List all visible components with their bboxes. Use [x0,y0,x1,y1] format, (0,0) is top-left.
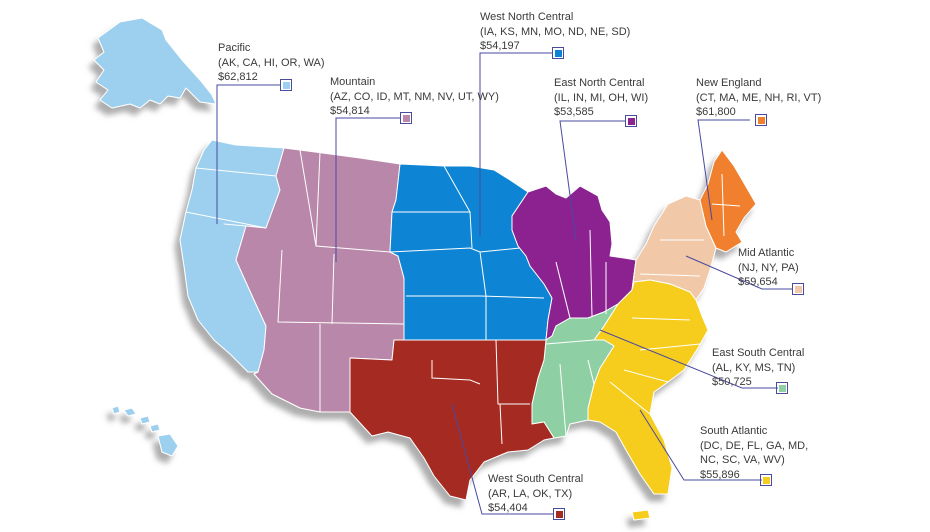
swatch-west-south-central [553,508,565,520]
swatch-pacific [280,79,292,91]
region-states: (AZ, CO, ID, MT, NM, NV, UT, WY) [330,90,499,103]
region-value: $62,812 [218,71,258,83]
region-states: (CT, MA, ME, NH, RI, VT) [696,91,822,104]
label-new-england: New England (CT, MA, ME, NH, RI, VT) $61… [696,76,821,120]
label-east-south-central: East South Central (AL, KY, MS, TN) $50,… [712,346,804,390]
region-value: $55,896 [700,468,740,481]
region-west-south-central [349,339,555,501]
region-value: $54,197 [480,40,520,52]
region-value: $59,654 [738,276,778,288]
region-name: West North Central [480,11,574,23]
region-value: $53,585 [554,106,594,118]
region-value: $61,800 [696,106,736,118]
region-states: (NJ, NY, PA) [738,261,799,274]
region-value: $54,404 [488,502,528,514]
region-name: Mountain [330,76,376,88]
label-west-south-central: West South Central (AR, LA, OK, TX) $54,… [488,472,583,516]
swatch-south-atlantic [760,474,772,486]
region-states: (IA, KS, MN, MO, ND, NE, SD) [480,25,631,38]
region-states: (IL, IN, MI, OH, WI) [554,91,649,104]
region-name: East South Central [712,347,805,359]
swatch-east-south-central [776,382,788,394]
label-south-atlantic: South Atlantic (DC, DE, FL, GA, MD, NC, … [700,424,808,482]
region-new-england [699,149,757,253]
region-states: (AR, LA, OK, TX) [488,487,573,500]
state-borders [185,149,741,445]
region-name: East North Central [554,77,645,89]
region-name: South Atlantic [700,425,768,437]
region-states-line2: NC, SC, VA, WV) [700,454,785,466]
swatch-west-north-central [552,47,564,59]
label-west-north-central: West North Central (IA, KS, MN, MO, ND, … [480,10,630,54]
swatch-mountain [400,112,412,124]
swatch-east-north-central [625,115,637,127]
swatch-new-england [755,114,767,126]
region-states: (AL, KY, MS, TN) [712,361,796,374]
label-mountain: Mountain (AZ, CO, ID, MT, NM, NV, UT, WY… [330,75,499,119]
region-name: Mid Atlantic [738,247,795,259]
region-pacific-hawaii [111,405,179,457]
region-states: (AK, CA, HI, OR, WA) [218,56,325,69]
region-pacific-alaska [93,17,217,109]
region-name: New England [696,77,762,89]
region-name: West South Central [488,473,584,485]
region-value: $50,725 [712,376,752,388]
label-pacific: Pacific (AK, CA, HI, OR, WA) $62,812 [218,41,325,85]
label-mid-atlantic: Mid Atlantic (NJ, NY, PA) $59,654 [738,246,799,290]
region-states-line1: (DC, DE, FL, GA, MD, [700,439,809,452]
region-value: $54,814 [330,105,370,117]
leader-lines [216,52,792,515]
label-east-north-central: East North Central (IL, IN, MI, OH, WI) … [554,76,648,120]
swatch-mid-atlantic [792,283,804,295]
region-south-atlantic-puerto-rico [631,509,651,521]
region-name: Pacific [218,42,251,54]
